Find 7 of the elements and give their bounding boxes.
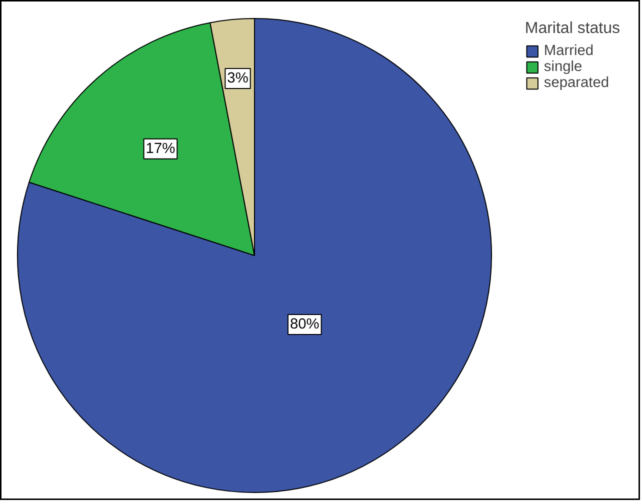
legend-title: Marital status bbox=[524, 20, 620, 38]
data-label: 17% bbox=[146, 140, 176, 157]
legend-label: separated bbox=[544, 75, 610, 91]
legend-label: single bbox=[544, 59, 582, 75]
data-label: 3% bbox=[227, 70, 248, 87]
data-label: 80% bbox=[290, 316, 320, 333]
legend-label: Married bbox=[544, 43, 594, 59]
